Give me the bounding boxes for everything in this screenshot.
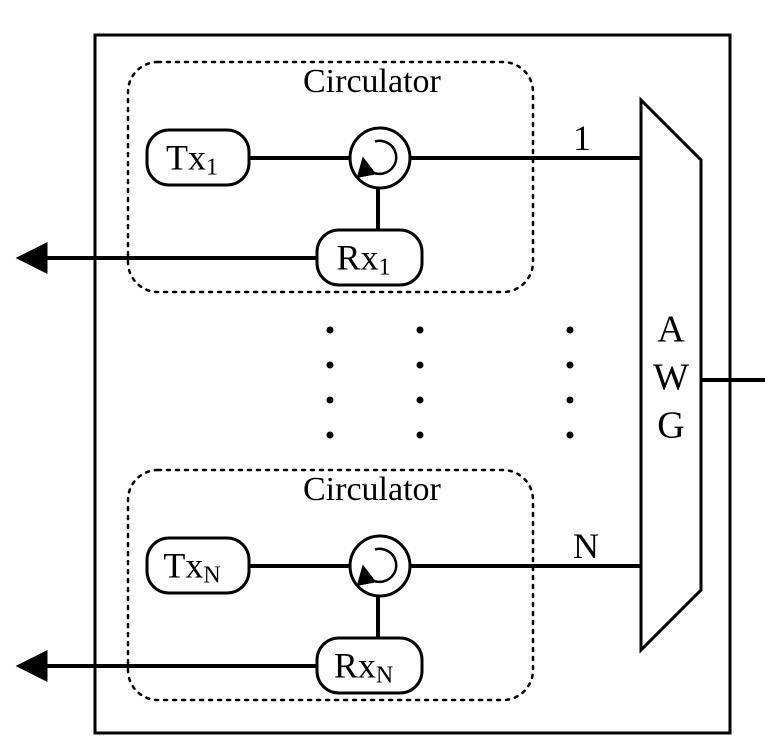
svg-text:G: G <box>657 405 684 447</box>
svg-text:1: 1 <box>573 118 591 158</box>
svg-text:A: A <box>657 309 685 351</box>
diagram-svg: AWGCirculatorTx1Rx11CirculatorTxNRxNN <box>0 0 774 753</box>
svg-text:N: N <box>573 526 599 566</box>
svg-text:W: W <box>653 357 689 399</box>
svg-text:Circulator: Circulator <box>303 471 442 508</box>
svg-text:Circulator: Circulator <box>303 63 442 100</box>
